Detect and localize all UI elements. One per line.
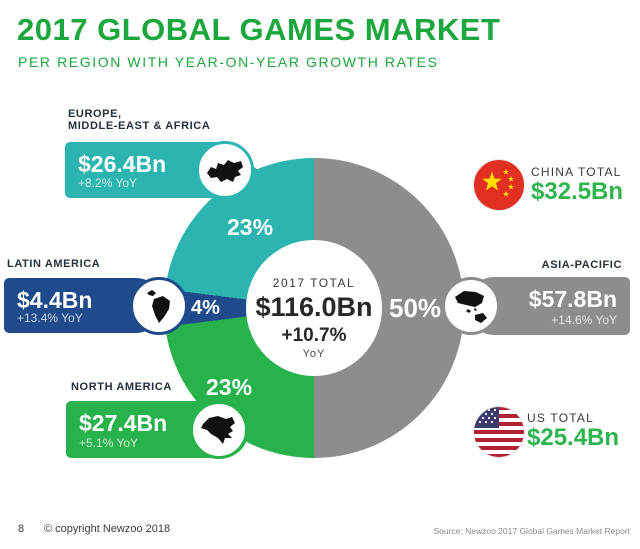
na-value: $27.4Bn [79, 410, 168, 436]
apac-map-icon [455, 291, 487, 323]
na-map-circle [190, 401, 248, 459]
emea-value: $26.4Bn [78, 151, 167, 177]
emea-yoy: +8.2% YoY [78, 176, 138, 190]
latam-region-label: LATIN AMERICA [7, 258, 101, 270]
emea-region-label: EUROPE, MIDDLE-EAST & AFRICA [68, 108, 210, 132]
segment-pct-na: 23% [206, 374, 253, 400]
emea-map-icon [207, 160, 243, 182]
apac-yoy: +14.6% YoY [551, 313, 617, 327]
segment-pct-apac: 50% [389, 293, 442, 323]
na-map-icon [201, 416, 235, 444]
segment-pct-latam: 4% [191, 297, 220, 319]
emea-label-line2: MIDDLE-EAST & AFRICA [68, 120, 211, 132]
segment-pct-emea: 23% [227, 214, 274, 240]
apac-region-label: ASIA-PACIFIC [541, 259, 622, 271]
na-yoy: +5.1% YoY [79, 436, 139, 450]
latam-map-icon [147, 290, 170, 323]
latam-map-circle [130, 277, 188, 335]
emea-map-circle [196, 141, 254, 199]
total-label: 2017 TOTAL [272, 276, 356, 290]
total-value: $116.0Bn [255, 292, 373, 322]
source-text: Source: Newzoo 2017 Global Games Market … [433, 526, 630, 536]
latam-value: $4.4Bn [17, 287, 93, 313]
na-region-label: NORTH AMERICA [71, 381, 172, 393]
donut-center-text: 2017 TOTAL $116.0Bn +10.7% YoY [236, 276, 392, 360]
china-total-value: $32.5Bn [531, 178, 624, 205]
us-flag-icon [473, 406, 525, 458]
total-growth: +10.7% [281, 325, 347, 346]
copyright-text: © copyright Newzoo 2018 [44, 523, 171, 535]
china-total-label: CHINA TOTAL [531, 165, 622, 179]
apac-map-circle [442, 277, 500, 335]
page-number: 8 [18, 523, 25, 535]
latam-yoy: +13.4% YoY [17, 311, 83, 325]
page-title: 2017 GLOBAL GAMES MARKET [17, 12, 501, 47]
apac-value: $57.8Bn [528, 286, 617, 312]
total-growth-unit: YoY [302, 348, 326, 360]
emea-label-line1: EUROPE, [68, 108, 122, 120]
us-total-label: US TOTAL [527, 411, 594, 425]
page-subtitle: PER REGION WITH YEAR-ON-YEAR GROWTH RATE… [18, 54, 439, 70]
china-flag-icon [473, 159, 525, 211]
donut-hole [246, 240, 382, 376]
us-total-value: $25.4Bn [527, 424, 620, 451]
